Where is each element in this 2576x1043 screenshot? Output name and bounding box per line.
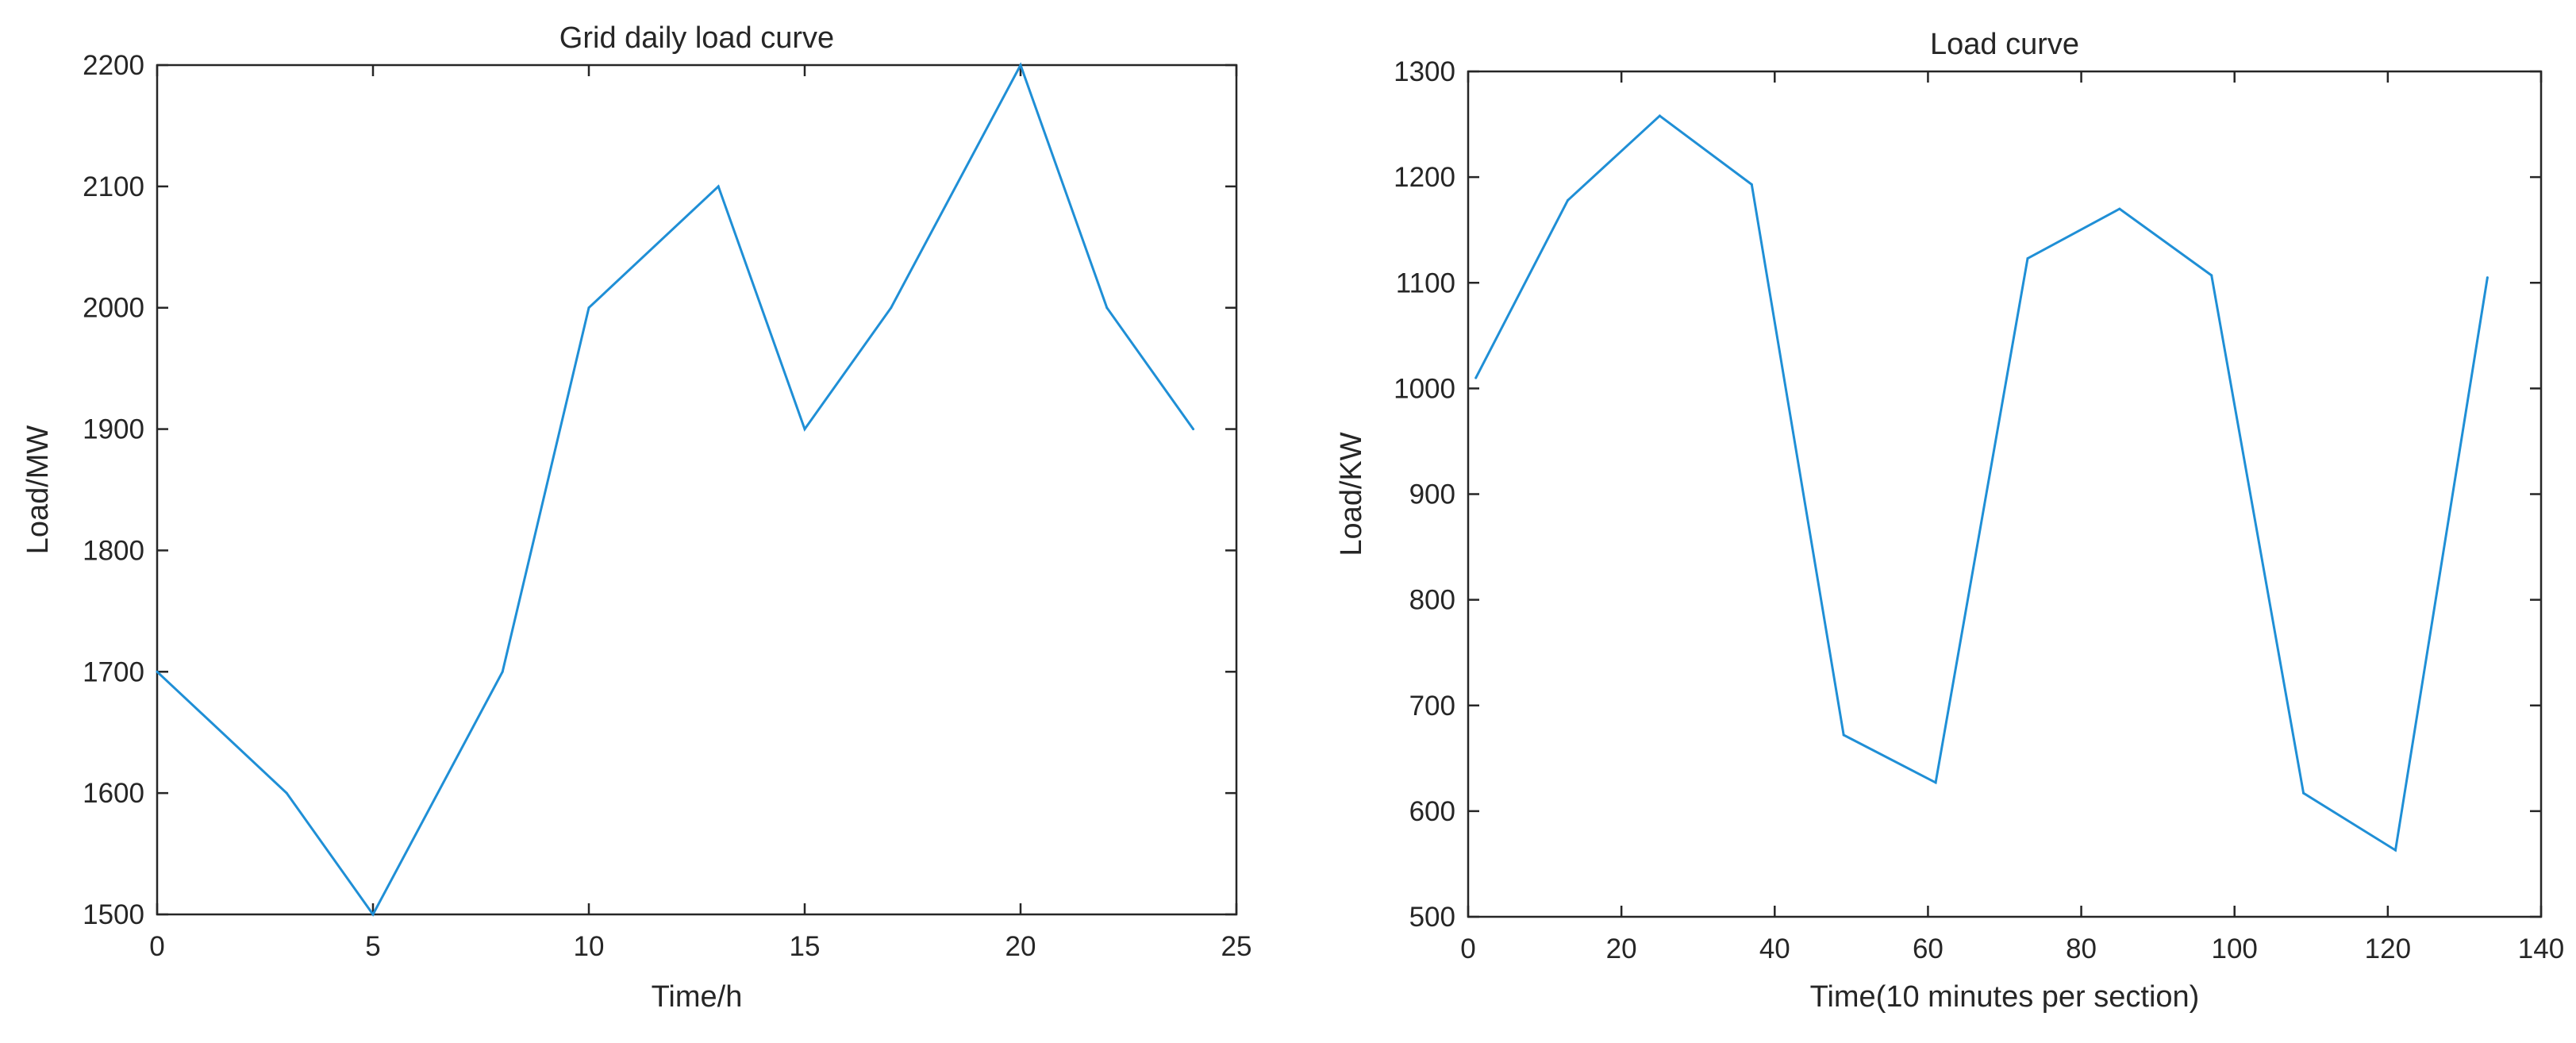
x-tick-label: 25 <box>1221 931 1252 962</box>
data-point <box>501 670 504 673</box>
data-point <box>1934 781 1937 784</box>
y-tick-label: 1300 <box>1394 56 1455 87</box>
y-tick-label: 1600 <box>83 778 144 809</box>
data-point <box>2302 791 2305 795</box>
data-point <box>803 428 806 431</box>
x-tick-label: 0 <box>149 931 164 962</box>
y-tick-label: 1200 <box>1394 162 1455 193</box>
chart-grid-daily-load: Grid daily load curve Time/h Load/MW 0 5 10 15… <box>21 21 1251 1014</box>
data-point <box>2486 276 2489 279</box>
y-tick-label: 500 <box>1409 902 1455 933</box>
data-point <box>371 913 375 916</box>
data-point <box>1019 64 1022 67</box>
y-tick-label: 900 <box>1409 479 1455 510</box>
y-tick-label: 1500 <box>83 899 144 930</box>
data-point <box>1658 114 1661 117</box>
data-point <box>156 670 159 673</box>
x-tick-label: 100 <box>2212 933 2258 964</box>
y-tick-label: 1700 <box>83 656 144 687</box>
series-line <box>1474 114 2489 852</box>
x-axis-label: Time(10 minutes per section) <box>1810 980 2200 1014</box>
x-tick-label: 80 <box>2066 933 2097 964</box>
y-axis-label: Load/KW <box>1335 432 1368 556</box>
x-tick-label: 15 <box>790 931 821 962</box>
data-point <box>2210 274 2213 277</box>
data-point <box>2118 207 2121 210</box>
y-tick-label: 600 <box>1409 796 1455 827</box>
y-axis-label: Load/MW <box>21 425 55 555</box>
data-point <box>1105 306 1109 310</box>
data-point <box>285 791 288 795</box>
x-tick-label: 40 <box>1759 933 1790 964</box>
y-tick-label: 1100 <box>1396 267 1455 298</box>
chart-title: Grid daily load curve <box>559 21 834 55</box>
x-tick-label: 120 <box>2365 933 2411 964</box>
chart-load-curve: Load curve Time(10 minutes per section) Lo… <box>1335 28 2564 1014</box>
x-tick-label: 5 <box>365 931 380 962</box>
data-point <box>1192 428 1195 431</box>
axes-box <box>156 64 1238 916</box>
x-tick-label: 20 <box>1606 933 1637 964</box>
chart-title: Load curve <box>1930 28 2079 61</box>
data-point <box>717 185 720 188</box>
x-tick-label: 140 <box>2518 933 2564 964</box>
plot-area <box>1468 71 2541 917</box>
y-tick-label: 700 <box>1409 691 1455 722</box>
data-point <box>1842 733 1845 737</box>
x-axis-label: Time/h <box>652 980 743 1014</box>
plot-area <box>157 65 1236 914</box>
y-tick-label: 1000 <box>1394 373 1455 404</box>
y-tick-label: 1800 <box>83 535 144 566</box>
y-tick-label: 2100 <box>83 171 144 202</box>
data-point <box>1567 198 1570 202</box>
data-point <box>890 306 893 310</box>
x-tick-label: 60 <box>1913 933 1944 964</box>
data-point <box>1474 376 1478 379</box>
y-tick-label: 2200 <box>83 50 144 81</box>
x-tick-label: 10 <box>574 931 605 962</box>
data-point <box>1750 183 1753 186</box>
axes-box <box>1467 70 2543 918</box>
x-tick-label: 20 <box>1005 931 1036 962</box>
data-point <box>2394 849 2397 852</box>
y-tick-label: 1900 <box>83 414 144 445</box>
y-tick-label: 2000 <box>83 293 144 324</box>
data-point <box>587 306 590 310</box>
y-tick-label: 800 <box>1409 585 1455 616</box>
x-tick-label: 0 <box>1460 933 1475 964</box>
data-point <box>2026 257 2029 260</box>
